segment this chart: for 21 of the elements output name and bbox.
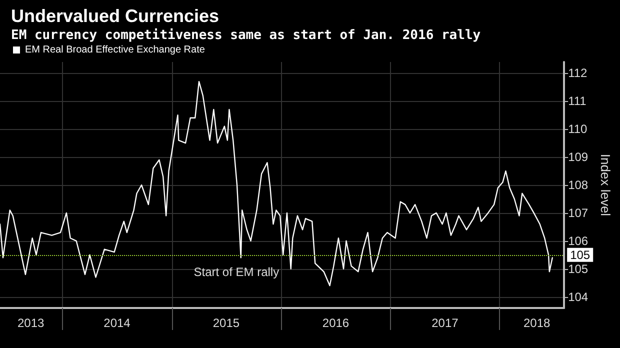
x-tick-label: 2016 <box>322 316 350 330</box>
x-tick-label: 2014 <box>104 316 131 330</box>
y-tick-label: 112 <box>568 66 588 80</box>
legend-label: EM Real Broad Effective Exchange Rate <box>25 44 206 56</box>
y-tick-label: 107 <box>568 206 588 220</box>
y-tick-label: 108 <box>568 178 588 192</box>
annotation: Start of EM rally <box>194 264 280 279</box>
y-tick-label: 109 <box>568 150 588 164</box>
x-tick-label: 2017 <box>432 316 459 330</box>
line-series <box>0 80 554 286</box>
chart-subtitle: EM currency competitiveness same as start of Jan. 2016 rally <box>11 28 481 43</box>
y-tick-label: 105 <box>568 262 588 276</box>
x-tick-label: 2015 <box>212 316 240 330</box>
x-tick-label: 2018 <box>523 316 551 330</box>
y-tick-label: 110 <box>568 122 588 136</box>
chart-title: Undervalued Currencies <box>11 6 220 26</box>
y-axis-title: Index level <box>598 154 613 216</box>
y-tick-label: 106 <box>568 234 588 248</box>
y-tick-label: 111 <box>568 94 587 108</box>
y-tick-label: 104 <box>568 290 588 304</box>
x-tick-label: 2013 <box>17 316 44 330</box>
